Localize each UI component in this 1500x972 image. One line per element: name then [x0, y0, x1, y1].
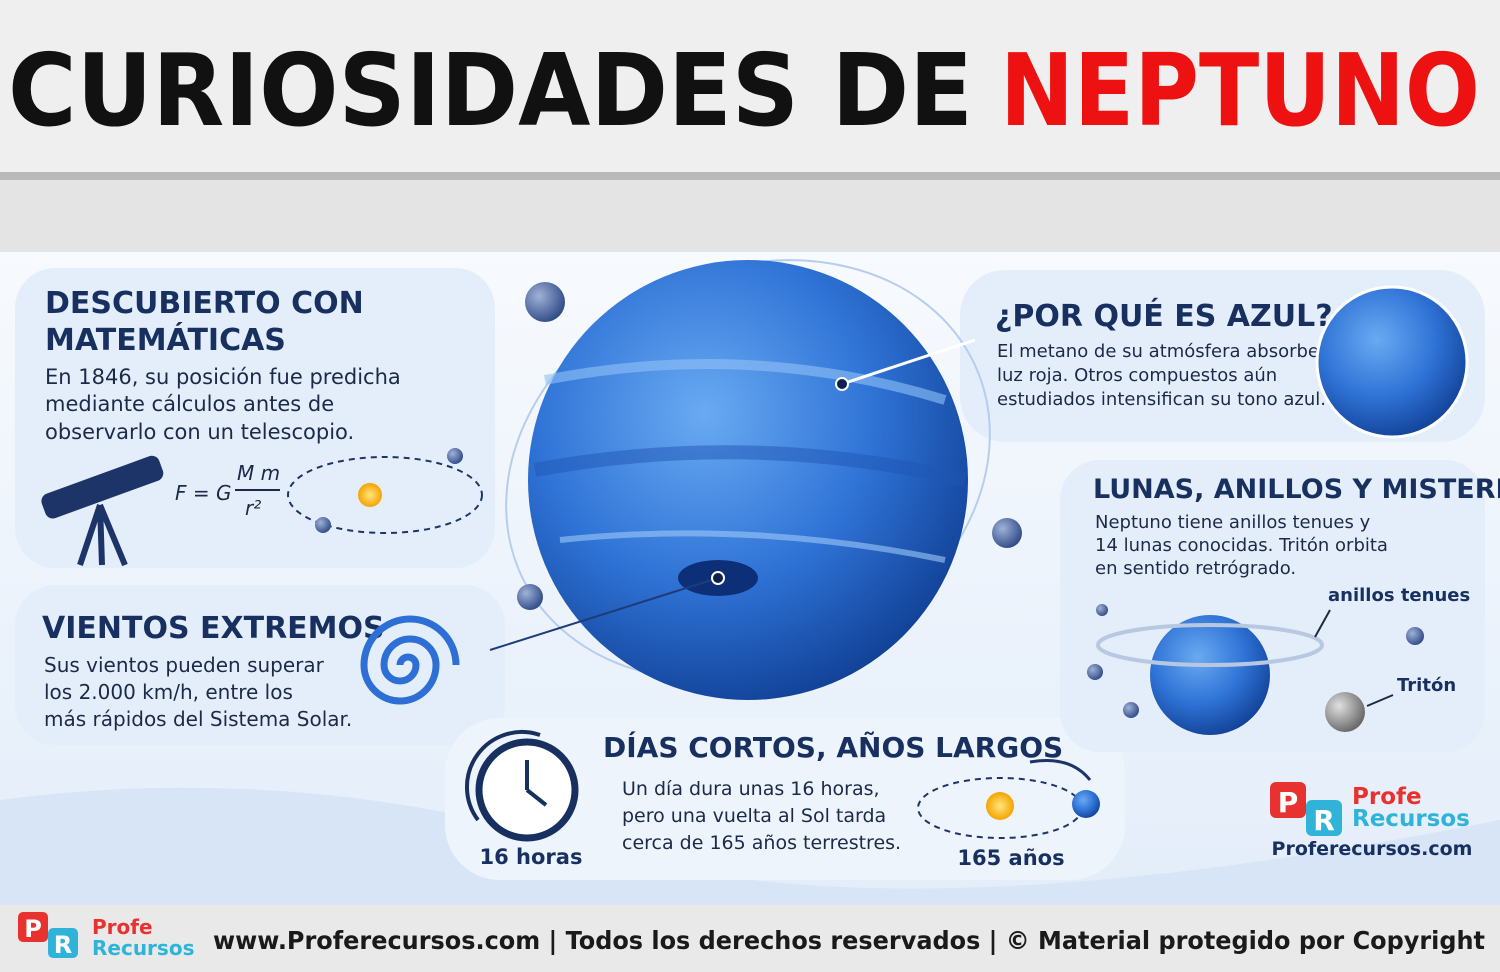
logo-box [48, 928, 78, 958]
footer-text: www.Proferecursos.com | Todos los derech… [213, 926, 1485, 955]
body-line: pero una vuelta al Sol tarda [622, 805, 886, 827]
neptune [528, 260, 968, 700]
stripe [559, 530, 946, 563]
logo-box [1306, 800, 1342, 836]
orbit [287, 456, 483, 534]
planet [447, 448, 463, 464]
body-line: Sus vientos pueden superar [44, 653, 325, 677]
logo-text: Profe [1352, 784, 1422, 810]
formula: r² [245, 496, 261, 520]
moon [525, 282, 565, 322]
body-line: observarlo con un telescopio. [45, 420, 354, 444]
moon [517, 584, 543, 610]
logo-box [18, 912, 48, 942]
logo-site: Proferecursos.com [1272, 838, 1473, 860]
moon [992, 518, 1022, 548]
moon [1096, 604, 1108, 616]
body-line: cerca de 165 años terrestres. [622, 832, 901, 854]
band [0, 180, 1500, 252]
triton [1325, 692, 1365, 732]
sun [358, 483, 382, 507]
section-title: DESCUBIERTO CON [45, 286, 364, 321]
stripe [533, 445, 967, 487]
formula: M m [237, 461, 280, 485]
logo-letter: P [1278, 786, 1299, 819]
pointer [841, 338, 976, 386]
body-line: más rápidos del Sistema Solar. [44, 707, 352, 731]
header-rule [0, 172, 1500, 180]
arrow [1029, 758, 1092, 781]
neptune-closeup [1315, 285, 1469, 439]
body-line: 14 lunas conocidas. Tritón orbita [1095, 535, 1388, 556]
title-red: NEPTUNO [1000, 32, 1480, 149]
logo-text: Recursos [92, 936, 194, 960]
neptune-small [1150, 615, 1270, 735]
section-title: DÍAS CORTOS, AÑOS LARGOS [603, 730, 1063, 764]
section-title: LUNAS, ANILLOS Y MISTERIOS [1093, 474, 1500, 505]
wave [0, 787, 1500, 905]
moon [1087, 664, 1103, 680]
body-line: mediante cálculos antes de [45, 392, 334, 416]
label: 165 años [957, 846, 1064, 870]
telescope [41, 455, 164, 567]
ring [1096, 623, 1324, 667]
body-line: Neptuno tiene anillos tenues y [1095, 512, 1371, 533]
logo-text: Recursos [1352, 806, 1470, 832]
label: Tritón [1397, 675, 1456, 696]
moon [1406, 627, 1424, 645]
label: anillos tenues [1328, 585, 1470, 606]
moon [1123, 702, 1139, 718]
planet [315, 517, 331, 533]
pointer [489, 577, 719, 651]
logo-text: Profe [92, 915, 153, 939]
stripe [544, 359, 947, 405]
panel [445, 718, 1125, 880]
sun [986, 792, 1014, 820]
clock [464, 729, 579, 842]
body-line: En 1846, su posición fue predicha [45, 365, 401, 389]
logo-letter: R [1313, 804, 1335, 837]
pointer [1314, 609, 1331, 638]
pointer-dot [835, 377, 849, 391]
formula: F = G [175, 481, 231, 505]
body-line: Un día dura unas 16 horas, [622, 778, 880, 800]
logo-letter: R [54, 931, 72, 959]
section-title: ¿POR QUÉ ES AZUL? [995, 298, 1333, 334]
body-line: en sentido retrógrado. [1095, 558, 1296, 579]
planet [1072, 790, 1100, 818]
body-line: El metano de su atmósfera absorbe [997, 341, 1319, 362]
body-line: estudiados intensifican su tono azul. [997, 389, 1326, 410]
body-line: los 2.000 km/h, entre los [44, 680, 293, 704]
spiral [360, 615, 460, 705]
title-black: CURIOSIDADES DE [8, 32, 973, 149]
pointer-dot [711, 571, 725, 585]
logo-box [1270, 782, 1306, 818]
label: 16 horas [480, 845, 583, 869]
body-line: luz roja. Otros compuestos aún [997, 365, 1277, 386]
header-bg [0, 0, 1500, 172]
logo-letter: P [24, 915, 42, 943]
section-title: MATEMÁTICAS [45, 322, 286, 358]
pointer [1366, 694, 1394, 707]
section-title: VIENTOS EXTREMOS [42, 611, 385, 646]
footer-bg [0, 905, 1500, 972]
